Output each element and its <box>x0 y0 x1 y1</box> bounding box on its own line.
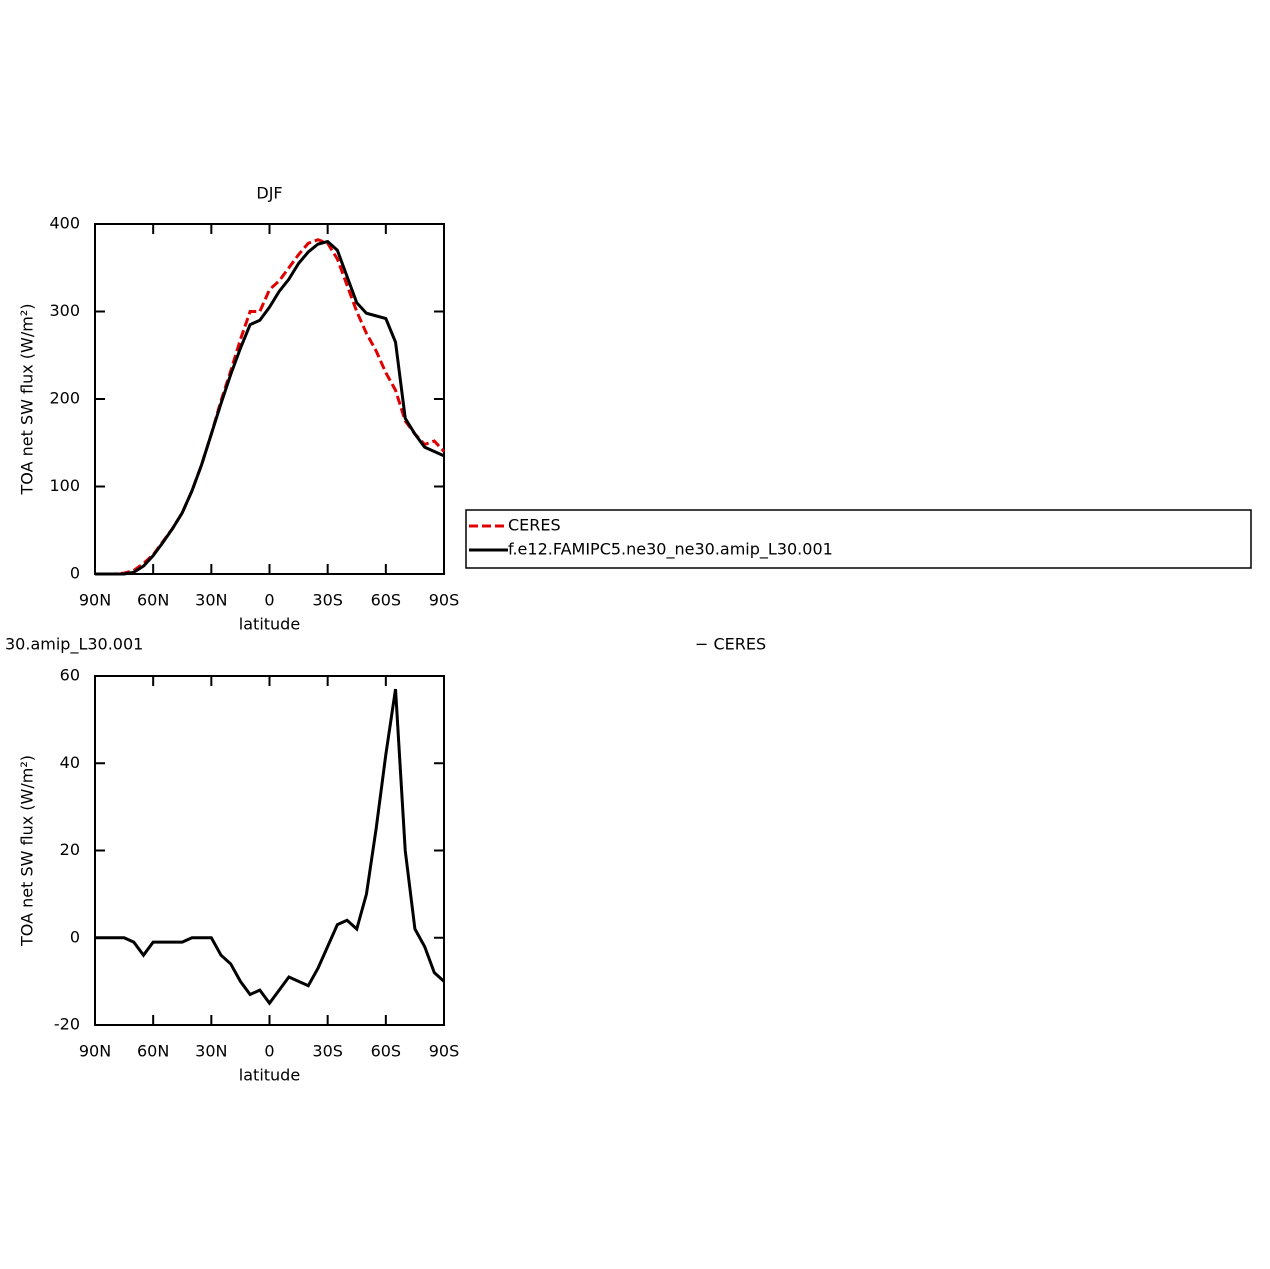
y-tick-label: 200 <box>49 389 80 408</box>
x-tick-label: 60S <box>371 591 402 610</box>
y-tick-label: 100 <box>49 476 80 495</box>
y-tick-label: 300 <box>49 301 80 320</box>
x-tick-label: 60N <box>137 591 169 610</box>
plot-frame <box>94 675 445 1026</box>
y-axis-label: TOA net SW flux (W/m²) <box>18 304 37 496</box>
y-tick-label: 0 <box>70 564 80 583</box>
y-tick-label: 40 <box>60 753 80 772</box>
y-axis-label: TOA net SW flux (W/m²) <box>18 755 37 947</box>
legend-label: CERES <box>508 516 561 535</box>
data-line <box>95 238 446 576</box>
chart-title: 30.amip_L30.001 <box>5 635 143 655</box>
x-axis-label: latitude <box>239 1066 300 1085</box>
y-tick-label: 0 <box>70 927 80 946</box>
y-tick-label: 60 <box>60 666 80 685</box>
x-tick-label: 0 <box>264 591 274 610</box>
x-tick-label: 60N <box>137 1042 169 1061</box>
plot-frame <box>94 223 445 575</box>
x-tick-label: 0 <box>264 1042 274 1061</box>
legend-label: f.e12.FAMIPC5.ne30_ne30.amip_L30.001 <box>508 540 833 560</box>
legend-box <box>465 509 1252 569</box>
x-tick-label: 30S <box>312 1042 343 1061</box>
data-line <box>95 688 446 1006</box>
x-tick-label: 90N <box>79 591 111 610</box>
y-tick-label: 400 <box>49 214 80 233</box>
x-axis-label: latitude <box>239 615 300 634</box>
x-tick-label: 30S <box>312 591 343 610</box>
x-tick-label: 90S <box>429 1042 460 1061</box>
x-tick-label: 90S <box>429 591 460 610</box>
x-tick-label: 60S <box>371 1042 402 1061</box>
x-tick-label: 90N <box>79 1042 111 1061</box>
annotation: − CERES <box>695 635 766 654</box>
x-tick-label: 30N <box>195 591 227 610</box>
chart-title: DJF <box>256 184 282 203</box>
y-tick-label: 20 <box>60 840 80 859</box>
x-tick-label: 30N <box>195 1042 227 1061</box>
data-line <box>95 239 445 576</box>
y-tick-label: -20 <box>54 1015 80 1034</box>
